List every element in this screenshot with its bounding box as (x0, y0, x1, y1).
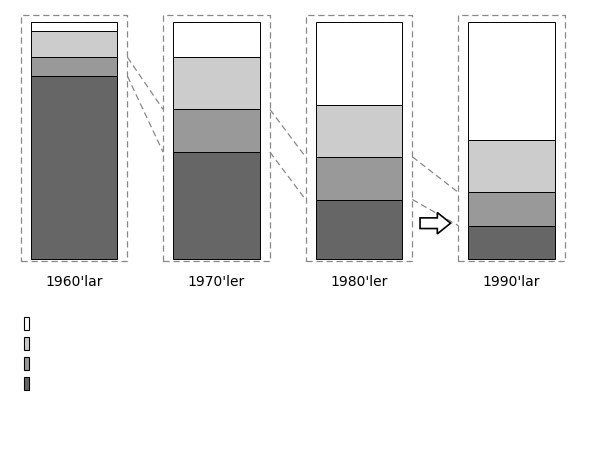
Bar (316, 105, 402, 157)
Bar (173, 152, 260, 259)
Bar (173, 22, 260, 57)
Bar (24, 337, 29, 350)
Text: 1960'lar: 1960'lar (45, 275, 103, 289)
Bar (316, 200, 402, 259)
Bar (316, 22, 402, 105)
Bar (24, 317, 29, 330)
Bar (468, 225, 555, 259)
Bar (468, 22, 555, 140)
Bar (468, 140, 555, 193)
Text: 1990'lar: 1990'lar (483, 275, 541, 289)
Bar (31, 22, 118, 31)
Bar (31, 57, 118, 76)
Bar (173, 109, 260, 152)
Text: 1970'ler: 1970'ler (188, 275, 245, 289)
Bar (24, 377, 29, 390)
Text: 1980'ler: 1980'ler (330, 275, 388, 289)
Bar (31, 31, 118, 57)
Bar (24, 357, 29, 370)
Bar (468, 193, 555, 225)
Bar (173, 57, 260, 109)
FancyArrow shape (420, 213, 451, 234)
Bar (316, 157, 402, 200)
Bar (31, 76, 118, 259)
